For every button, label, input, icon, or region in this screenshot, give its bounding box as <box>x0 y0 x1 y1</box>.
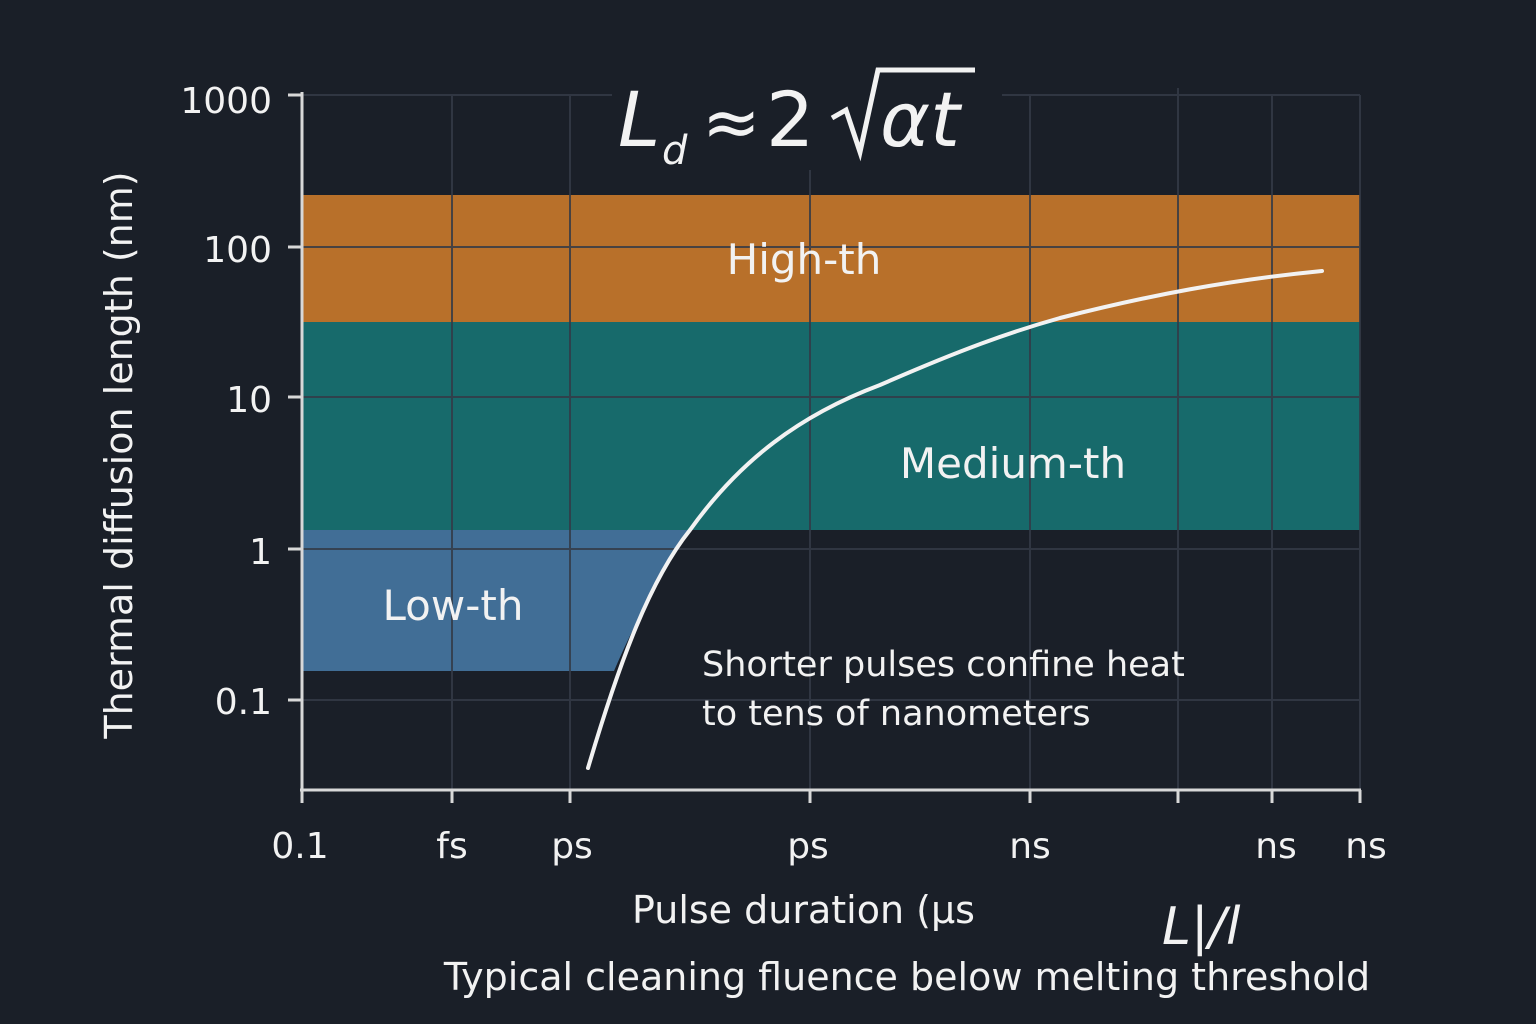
sqrt-sign-icon <box>830 67 975 162</box>
annotation-line-2: to tens of nanometers <box>702 694 1091 734</box>
y-axis-title: Thermal diffusion length (nm) <box>97 171 141 739</box>
y-tick-0-1: 0.1 <box>215 682 272 723</box>
x-tick-6: ns <box>1345 826 1387 867</box>
x-tick-3: ps <box>787 826 829 867</box>
caption: Typical cleaning fluence below melting t… <box>443 955 1370 999</box>
x-tick-1: fs <box>436 826 467 867</box>
band-label-low: Low-th <box>383 581 524 630</box>
formula-subscript: d <box>662 128 688 174</box>
y-tick-1: 1 <box>249 532 272 573</box>
band-low-th <box>302 530 690 671</box>
formula-approx: ≈ <box>702 81 761 163</box>
band-label-medium: Medium-th <box>900 439 1126 488</box>
formula-title: L d ≈ 2 αt <box>612 67 1002 174</box>
x-tick-0: 0.1 <box>271 826 328 867</box>
x-axis-title: Pulse duration (µs <box>632 888 975 932</box>
x-tick-5: ns <box>1255 826 1297 867</box>
y-tick-10: 10 <box>226 380 272 421</box>
formula-radicand: αt <box>880 75 963 164</box>
formula-l: L <box>618 75 660 164</box>
y-tick-labels: 1000 100 10 1 0.1 <box>180 81 272 723</box>
band-medium-th <box>302 322 1360 530</box>
footer-symbol: L|/l <box>1162 897 1241 957</box>
x-tick-4: ns <box>1009 826 1051 867</box>
annotation-line-1: Shorter pulses confine heat <box>702 645 1185 685</box>
x-tick-2: ps <box>551 826 593 867</box>
band-label-high: High-th <box>727 235 882 284</box>
axes <box>288 92 1362 803</box>
diffusion-curve <box>586 269 1324 770</box>
y-tick-1000: 1000 <box>180 81 272 122</box>
x-tick-labels: 0.1 fs ps ps ns ns ns <box>271 826 1386 867</box>
y-tick-100: 100 <box>203 230 272 271</box>
band-high-th <box>302 195 1360 322</box>
formula-coefficient: 2 <box>766 75 814 164</box>
